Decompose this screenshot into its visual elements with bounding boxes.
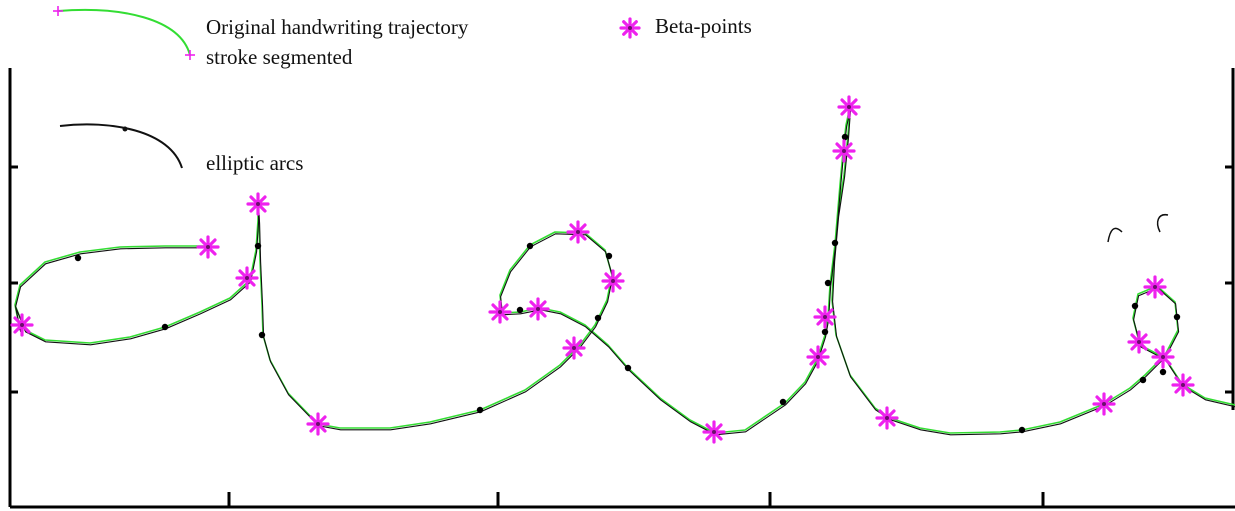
- beta-point: [1171, 373, 1195, 397]
- segment-point: [258, 331, 266, 339]
- beta-point: [306, 412, 330, 436]
- legend-trajectory-label: Original handwriting trajectory: [206, 15, 469, 39]
- beta-point: [806, 345, 830, 369]
- legend-arc-dot: [122, 126, 128, 132]
- elliptic-arcs-line: [15, 108, 1235, 436]
- segment-point: [779, 398, 787, 406]
- segment-point: [1139, 376, 1147, 384]
- legend-beta-star: [619, 17, 641, 39]
- legend-start-marker: [53, 6, 63, 16]
- beta-point: [1151, 345, 1175, 369]
- legend-beta-swatch: [619, 17, 641, 39]
- beta-point: [601, 269, 625, 293]
- segment-point: [1018, 426, 1026, 434]
- beta-point: [235, 266, 259, 290]
- beta-points-layer: [10, 95, 1195, 444]
- beta-point: [875, 406, 899, 430]
- segment-point: [74, 254, 82, 262]
- beta-point: [837, 95, 861, 119]
- legend-beta-label: Beta-points: [655, 14, 752, 38]
- beta-point: [488, 300, 512, 324]
- legend-end-marker: [185, 50, 195, 60]
- legend-segmented-label: stroke segmented: [206, 45, 353, 69]
- segment-point: [821, 328, 829, 336]
- segment-point: [841, 133, 849, 141]
- segment-point: [476, 406, 484, 414]
- trajectory-layer: [14, 106, 1235, 434]
- segment-point: [161, 323, 169, 331]
- decorative-stroke: [1156, 213, 1169, 233]
- segment-point: [1173, 313, 1181, 321]
- legend-arc-swatch: [59, 123, 183, 169]
- segment-point: [526, 242, 534, 250]
- legend-trajectory-swatch: [57, 8, 191, 56]
- legend: Original handwriting trajectory stroke s…: [53, 6, 752, 175]
- axes: [8, 68, 1235, 509]
- beta-point: [1143, 275, 1167, 299]
- beta-point: [1092, 392, 1116, 416]
- segment-point: [254, 242, 262, 250]
- beta-point: [813, 305, 837, 329]
- arc-layer: [15, 108, 1235, 436]
- segment-point: [605, 252, 613, 260]
- segment-point: [1131, 302, 1139, 310]
- trajectory-line: [14, 106, 1235, 434]
- segment-point: [624, 364, 632, 372]
- beta-point: [832, 139, 856, 163]
- segment-point: [831, 239, 839, 247]
- segment-point: [824, 279, 832, 287]
- decorative-stroke: [1107, 227, 1123, 243]
- segment-point: [516, 306, 524, 314]
- beta-point: [702, 420, 726, 444]
- beta-point: [566, 220, 590, 244]
- segment-point: [594, 314, 602, 322]
- beta-point: [10, 313, 34, 337]
- beta-point: [526, 297, 550, 321]
- segment-points-layer: [74, 133, 1181, 434]
- axis-ticks: [10, 165, 1233, 507]
- legend-arcs-label: elliptic arcs: [206, 151, 303, 175]
- beta-point: [196, 235, 220, 259]
- beta-point: [562, 336, 586, 360]
- beta-point: [246, 192, 270, 216]
- beta-point: [1127, 330, 1151, 354]
- segment-point: [1159, 368, 1167, 376]
